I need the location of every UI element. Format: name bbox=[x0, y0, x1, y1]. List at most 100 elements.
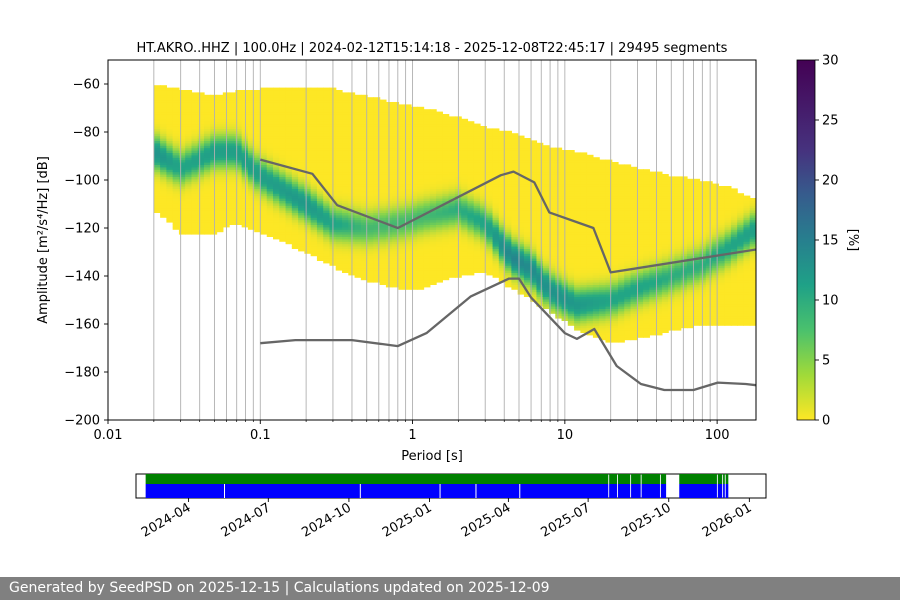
heatmap-cell bbox=[178, 114, 186, 117]
heatmap-cell bbox=[611, 248, 619, 252]
heatmap-cell bbox=[492, 198, 500, 201]
heatmap-cell bbox=[511, 178, 519, 182]
heatmap-cell bbox=[398, 154, 406, 158]
heatmap-cell bbox=[260, 140, 268, 144]
heatmap-cell bbox=[486, 238, 494, 242]
heatmap-cell bbox=[467, 121, 475, 125]
heatmap-cell bbox=[404, 284, 412, 288]
heatmap-cell bbox=[185, 188, 193, 192]
heatmap-cell bbox=[273, 222, 280, 225]
heatmap-cell bbox=[247, 202, 255, 206]
heatmap-cell bbox=[354, 246, 362, 249]
heatmap-cell bbox=[549, 183, 556, 187]
heatmap-cell bbox=[204, 210, 211, 213]
heatmap-cell bbox=[273, 116, 280, 120]
heatmap-cell bbox=[461, 145, 469, 149]
heatmap-cell bbox=[367, 106, 374, 110]
heatmap-cell bbox=[404, 157, 412, 161]
heatmap-cell bbox=[567, 246, 575, 249]
heatmap-cell bbox=[411, 284, 418, 288]
heatmap-cell bbox=[354, 159, 362, 163]
heatmap-cell bbox=[461, 253, 469, 257]
heatmap-cell bbox=[586, 282, 594, 285]
heatmap-cell bbox=[480, 154, 487, 158]
heatmap-cell bbox=[360, 234, 368, 237]
heatmap-cell bbox=[398, 212, 406, 216]
heatmap-cell bbox=[480, 152, 487, 156]
heatmap-cell bbox=[523, 181, 531, 185]
heatmap-cell bbox=[404, 210, 412, 213]
heatmap-cell bbox=[429, 130, 437, 134]
heatmap-cell bbox=[373, 231, 381, 235]
heatmap-cell bbox=[298, 217, 305, 221]
heatmap-cell bbox=[423, 133, 431, 137]
heatmap-cell bbox=[592, 229, 600, 233]
heatmap-cell bbox=[574, 190, 581, 194]
heatmap-cell bbox=[586, 231, 594, 235]
heatmap-cell bbox=[517, 291, 525, 295]
heatmap-cell bbox=[360, 255, 368, 259]
heatmap-cell bbox=[467, 123, 475, 127]
heatmap-cell bbox=[436, 250, 443, 254]
heatmap-cell bbox=[392, 267, 400, 271]
heatmap-cell bbox=[498, 236, 506, 240]
heatmap-cell bbox=[310, 166, 318, 170]
heatmap-cell bbox=[304, 246, 312, 249]
heatmap-cell bbox=[448, 202, 456, 206]
heatmap-cell bbox=[367, 219, 374, 223]
heatmap-cell bbox=[549, 260, 556, 264]
heatmap-cell bbox=[185, 210, 193, 213]
heatmap-cell bbox=[605, 190, 613, 194]
heatmap-cell bbox=[542, 238, 550, 242]
heatmap-cell bbox=[574, 253, 581, 257]
heatmap-cell bbox=[310, 152, 318, 156]
heatmap-cell bbox=[461, 169, 469, 173]
heatmap-cell bbox=[480, 210, 487, 213]
heatmap-cell bbox=[442, 133, 450, 137]
heatmap-cell bbox=[442, 226, 450, 230]
heatmap-cell bbox=[611, 282, 619, 285]
heatmap-cell bbox=[197, 195, 205, 199]
heatmap-cell bbox=[567, 298, 575, 302]
heatmap-cell bbox=[549, 243, 556, 247]
heatmap-cell bbox=[285, 154, 293, 158]
heatmap-cell bbox=[298, 106, 305, 110]
heatmap-cell bbox=[323, 236, 331, 240]
heatmap-cell bbox=[486, 188, 494, 192]
heatmap-cell bbox=[611, 332, 619, 336]
heatmap-cell bbox=[473, 171, 481, 175]
heatmap-cell bbox=[618, 337, 625, 341]
heatmap-cell bbox=[178, 152, 186, 156]
heatmap-cell bbox=[342, 147, 349, 151]
heatmap-cell bbox=[586, 236, 594, 240]
heatmap-cell bbox=[178, 183, 186, 187]
heatmap-cell bbox=[279, 159, 287, 163]
heatmap-cell bbox=[586, 157, 594, 161]
heatmap-cell bbox=[323, 135, 331, 139]
heatmap-cell bbox=[442, 176, 450, 180]
heatmap-cell bbox=[480, 270, 487, 273]
heatmap-cell bbox=[417, 255, 425, 259]
heatmap-cell bbox=[360, 150, 368, 153]
heatmap-cell bbox=[429, 258, 437, 261]
heatmap-cell bbox=[172, 128, 180, 132]
heatmap-cell bbox=[191, 116, 199, 120]
heatmap-cell bbox=[197, 169, 205, 173]
heatmap-cell bbox=[285, 210, 293, 213]
heatmap-cell bbox=[423, 202, 431, 206]
heatmap-cell bbox=[448, 183, 456, 187]
heatmap-cell bbox=[429, 241, 437, 245]
heatmap-cell bbox=[185, 205, 193, 209]
heatmap-cell bbox=[160, 116, 167, 120]
heatmap-cell bbox=[229, 152, 236, 156]
heatmap-cell bbox=[423, 118, 431, 122]
heatmap-cell bbox=[392, 193, 400, 197]
heatmap-cell bbox=[436, 128, 443, 132]
heatmap-cell bbox=[178, 111, 186, 115]
heatmap-cell bbox=[260, 104, 268, 108]
heatmap-cell bbox=[611, 279, 619, 283]
heatmap-cell bbox=[423, 116, 431, 120]
heatmap-cell bbox=[536, 265, 544, 269]
heatmap-cell bbox=[266, 183, 274, 187]
heatmap-cell bbox=[298, 97, 305, 101]
